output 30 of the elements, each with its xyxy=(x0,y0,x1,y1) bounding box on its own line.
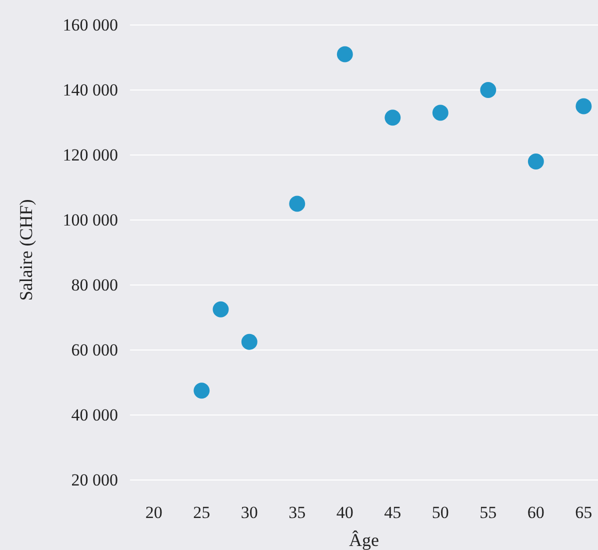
point xyxy=(432,104,448,121)
y-tick-label: 140 000 xyxy=(62,80,118,100)
x-tick-label: 20 xyxy=(145,503,162,522)
point xyxy=(528,154,544,170)
point xyxy=(384,110,401,126)
point xyxy=(289,196,306,212)
y-tick-label: 80 000 xyxy=(71,275,118,294)
x-tick-label: 50 xyxy=(432,503,449,522)
y-tick-label: 40 000 xyxy=(71,405,118,424)
x-tick-label: 25 xyxy=(193,503,210,522)
point xyxy=(576,98,592,114)
y-tick-label: 120 000 xyxy=(62,145,118,164)
point xyxy=(241,334,258,350)
y-axis-title: Salaire (CHF) xyxy=(16,199,36,301)
x-tick-label: 35 xyxy=(288,503,306,522)
x-tick-label: 45 xyxy=(384,503,402,522)
x-tick-label: 40 xyxy=(336,503,354,522)
point xyxy=(336,46,353,62)
y-tick-label: 20 000 xyxy=(71,470,118,490)
y-tick-label: 60 000 xyxy=(71,340,118,360)
x-axis-title: Âge xyxy=(349,530,379,550)
x-tick-label: 60 xyxy=(527,503,544,522)
y-tick-label: 100 000 xyxy=(62,210,118,230)
point xyxy=(194,382,210,399)
x-tick-label: 30 xyxy=(240,503,258,522)
point xyxy=(212,301,229,318)
x-tick-label: 55 xyxy=(480,503,497,522)
y-tick-label: 160 000 xyxy=(62,15,118,34)
x-tick-label: 65 xyxy=(575,503,592,522)
point xyxy=(480,82,496,98)
